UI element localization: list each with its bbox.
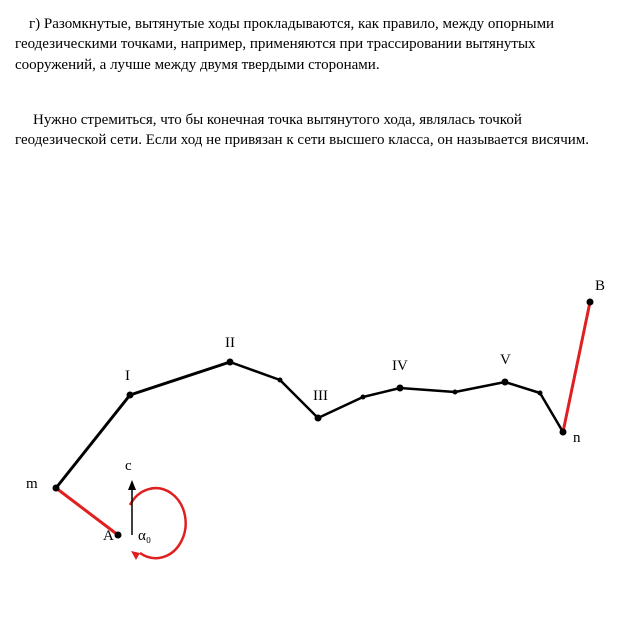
waypoint-p4 bbox=[538, 391, 543, 396]
node-V bbox=[502, 379, 509, 386]
waypoint-p1 bbox=[278, 378, 283, 383]
label-c: с bbox=[125, 458, 132, 474]
edge-m-I bbox=[56, 395, 130, 488]
node-A bbox=[115, 532, 122, 539]
edge-p3-V bbox=[455, 382, 505, 392]
edge-p2-IV bbox=[363, 388, 400, 397]
label-B: B bbox=[595, 278, 605, 294]
node-II bbox=[227, 359, 234, 366]
waypoint-p3 bbox=[453, 390, 458, 395]
north-arrow-head bbox=[128, 480, 136, 490]
angle-arc bbox=[130, 488, 186, 558]
label-alpha0: α₀ bbox=[138, 528, 151, 544]
node-III bbox=[315, 415, 322, 422]
label-n: n bbox=[573, 430, 581, 446]
label-I: I bbox=[125, 368, 130, 384]
angle-arc-arrowhead bbox=[131, 551, 140, 560]
label-IV: IV bbox=[392, 358, 408, 374]
label-m: m bbox=[26, 476, 38, 492]
traverse-diagram: AmIIIIIIIVVnBсα₀ bbox=[0, 260, 624, 624]
label-V: V bbox=[500, 352, 511, 368]
node-I bbox=[127, 392, 134, 399]
edge-p4-n bbox=[540, 393, 563, 432]
label-A: A bbox=[103, 528, 114, 544]
label-III: III bbox=[313, 388, 328, 404]
paragraph-2: Нужно стремиться, что бы конечная точка … bbox=[15, 110, 610, 151]
node-n bbox=[560, 429, 567, 436]
node-IV bbox=[397, 385, 404, 392]
waypoint-p2 bbox=[361, 395, 366, 400]
edge-II-p1 bbox=[230, 362, 280, 380]
node-m bbox=[53, 485, 60, 492]
node-B bbox=[587, 299, 594, 306]
label-II: II bbox=[225, 335, 235, 351]
paragraph-1: г) Разомкнутые, вытянутые ходы прокладыв… bbox=[15, 14, 610, 75]
edge-IV-p3 bbox=[400, 388, 455, 392]
edge-n-B bbox=[563, 302, 590, 432]
edge-I-II bbox=[130, 362, 230, 395]
edge-V-p4 bbox=[505, 382, 540, 393]
